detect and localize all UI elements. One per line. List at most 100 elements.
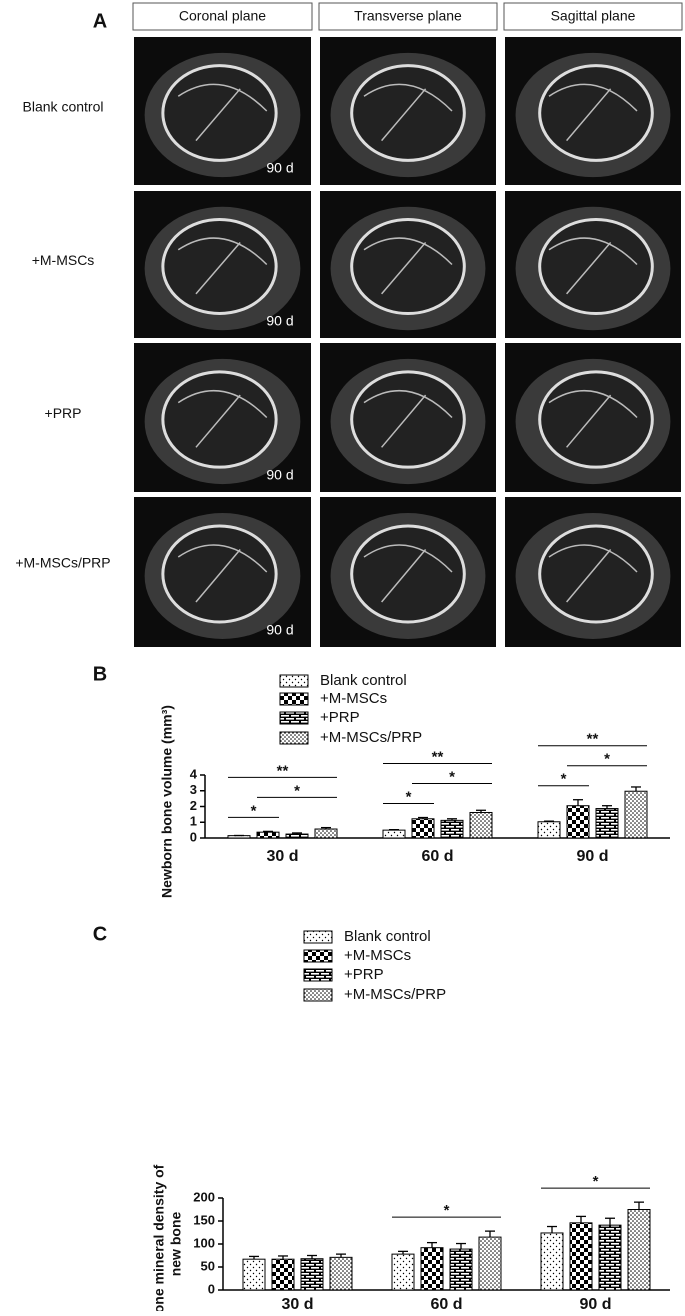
ct-bone: [540, 526, 653, 622]
ct-bone: [540, 66, 653, 161]
y-tick-label: 3: [190, 782, 197, 797]
y-tick-label: 0: [190, 829, 197, 844]
legend-swatch: [304, 989, 332, 1001]
bar: [272, 1259, 294, 1290]
significance-label: **: [277, 762, 289, 779]
time-label: 90 d: [266, 467, 293, 483]
bar: [441, 820, 463, 838]
row-label: +M-MSCs: [32, 252, 95, 268]
error-bar: [544, 821, 554, 822]
bar: [243, 1259, 265, 1290]
legend-label: Blank control: [320, 672, 407, 689]
chart: B Blank control+M-MSCs +PRP +M-MSCs/PRP Newb…: [93, 663, 670, 898]
y-tick-label: 100: [193, 1235, 215, 1250]
y-tick-label: 1: [190, 814, 197, 829]
bar: [421, 1248, 443, 1290]
bar: [570, 1223, 592, 1290]
bar: [625, 791, 647, 838]
bar: [330, 1257, 352, 1290]
y-tick-label: 50: [201, 1258, 215, 1273]
legend-swatch: [304, 931, 332, 943]
x-tick-label: 30 d: [281, 1296, 313, 1311]
error-bar: [631, 787, 641, 791]
bar: [479, 1237, 501, 1290]
column-header: Coronal plane: [179, 8, 266, 24]
significance-label: *: [294, 782, 300, 799]
significance-label: *: [444, 1202, 450, 1219]
bar: [567, 806, 589, 838]
bar: [383, 830, 405, 838]
panel-label: B: [93, 663, 107, 685]
bar: [286, 834, 308, 838]
legend-swatch: [280, 675, 308, 687]
time-label: 90 d: [266, 313, 293, 329]
legend-swatch: [280, 732, 308, 744]
x-tick-label: 90 d: [579, 1296, 611, 1311]
error-bar: [634, 1202, 644, 1209]
bar: [315, 829, 337, 838]
y-tick-label: 0: [208, 1281, 215, 1296]
legend-label: Blank control: [344, 928, 431, 945]
ct-bone: [352, 219, 465, 313]
row-label: +PRP: [45, 405, 82, 421]
legend-label: +PRP: [320, 709, 360, 726]
legend-label: +M-MSCs: [320, 690, 387, 707]
bar: [596, 809, 618, 838]
bar: [392, 1254, 414, 1290]
x-tick-label: 30 d: [266, 848, 298, 865]
y-axis-label: new bone: [168, 1212, 184, 1277]
column-header: Sagittal plane: [551, 8, 636, 24]
time-label: 90 d: [266, 160, 293, 176]
x-tick-label: 90 d: [576, 848, 608, 865]
error-bar: [456, 1244, 466, 1250]
y-tick-label: 200: [193, 1189, 215, 1204]
bar: [538, 822, 560, 838]
error-bar: [485, 1231, 495, 1237]
row-label: Blank control: [23, 99, 104, 115]
error-bar: [547, 1227, 557, 1233]
significance-label: *: [561, 771, 567, 788]
bar: [301, 1259, 323, 1290]
bar: [257, 832, 279, 838]
x-tick-label: 60 d: [430, 1296, 462, 1311]
legend-label: +PRP: [344, 966, 384, 983]
significance-label: **: [587, 731, 599, 748]
bar: [412, 819, 434, 838]
legend-label: +M-MSCs: [344, 947, 411, 964]
significance-label: *: [406, 788, 412, 805]
legend-swatch: [304, 969, 332, 981]
y-axis-label: Bone mineral density of: [151, 1164, 167, 1311]
panel-label: C: [93, 923, 107, 945]
y-tick-label: 4: [190, 766, 198, 781]
error-bar: [573, 800, 583, 806]
error-bar: [605, 1218, 615, 1225]
y-tick-label: 150: [193, 1212, 215, 1227]
legend-swatch: [280, 693, 308, 705]
ct-bone: [540, 219, 653, 313]
significance-label: *: [604, 751, 610, 768]
significance-label: *: [251, 802, 257, 819]
error-bar: [427, 1243, 437, 1248]
ct-bone: [352, 526, 465, 622]
x-tick-label: 60 d: [421, 848, 453, 865]
bar: [470, 812, 492, 838]
bar: [628, 1210, 650, 1291]
significance-label: *: [449, 768, 455, 785]
bar: [599, 1225, 621, 1290]
error-bar: [576, 1216, 586, 1222]
bar: [541, 1233, 563, 1290]
panel-a: A: [93, 10, 107, 32]
bar: [450, 1249, 472, 1290]
ct-bone: [352, 66, 465, 161]
column-header: Transverse plane: [354, 8, 462, 24]
panel-label: A: [93, 10, 107, 32]
significance-label: **: [432, 748, 444, 765]
legend-swatch: [280, 712, 308, 724]
legend-label: +M-MSCs/PRP: [320, 729, 422, 746]
ct-bone: [352, 372, 465, 467]
y-tick-label: 2: [190, 798, 197, 813]
y-axis-label: Newborn bone volume (mm³): [159, 705, 175, 898]
time-label: 90 d: [266, 622, 293, 638]
